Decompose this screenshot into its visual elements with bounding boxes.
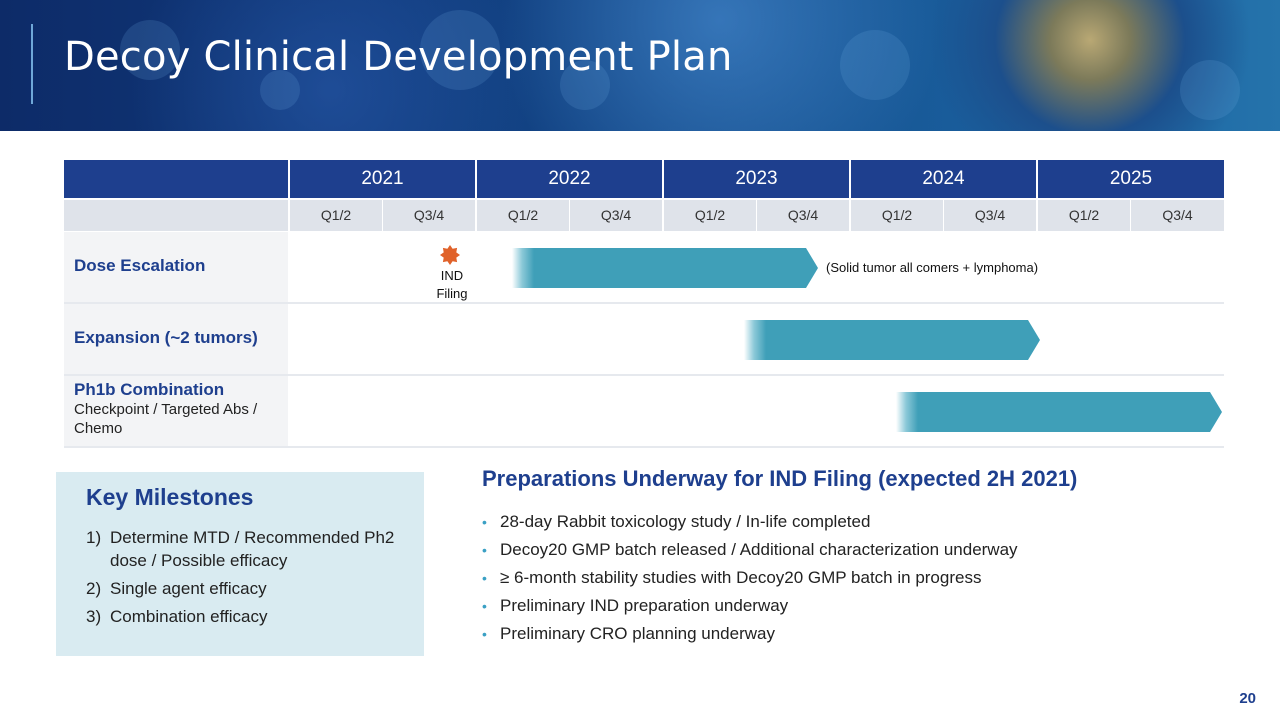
bullet-icon: • (482, 626, 487, 642)
gantt-row-dose-escalation: Dose Escalation IND Filing (Solid tumor … (64, 232, 1224, 304)
quarter-cell: Q1/2 (849, 200, 943, 231)
item-text: 28-day Rabbit toxicology study / In-life… (500, 512, 871, 531)
quarter-cell: Q3/4 (1130, 200, 1224, 231)
list-item: • Decoy20 GMP batch released / Additional… (482, 538, 1018, 566)
page-number: 20 (1239, 690, 1256, 707)
bullet-icon: • (482, 542, 487, 558)
quarter-cell: Q3/4 (943, 200, 1036, 231)
year-2024: 2024 (849, 160, 1036, 198)
quarter-cell: Q1/2 (662, 200, 756, 231)
gantt-bar-ph1b-combination (896, 392, 1222, 432)
quarter-cell: Q1/2 (1036, 200, 1130, 231)
list-item: 1) Determine MTD / Recommended Ph2 dose … (86, 526, 416, 572)
gantt-bar-expansion (744, 320, 1040, 360)
gantt-row-expansion: Expansion (~2 tumors) (64, 304, 1224, 376)
item-number: 2) (86, 579, 102, 598)
gantt-row-ph1b-combination: Ph1b Combination Checkpoint / Targeted A… (64, 376, 1224, 448)
year-2023: 2023 (662, 160, 849, 198)
bullet-icon: • (482, 570, 487, 586)
list-item: • 28-day Rabbit toxicology study / In-lif… (482, 510, 1018, 538)
list-item: • Preliminary IND preparation underway (482, 594, 1018, 622)
item-text: Combination efficacy (110, 607, 268, 626)
quarter-cell: Q1/2 (288, 200, 382, 231)
ind-filing-label: IND Filing (422, 267, 482, 303)
year-2025: 2025 (1036, 160, 1224, 198)
list-item: • Preliminary CRO planning underway (482, 622, 1018, 650)
title-banner: Decoy Clinical Development Plan (0, 0, 1280, 131)
key-milestones-title: Key Milestones (86, 484, 254, 510)
bullet-icon: • (482, 514, 487, 530)
preparations-title: Preparations Underway for IND Filing (ex… (482, 466, 1078, 491)
year-header-row: 2021 2022 2023 2024 2025 (64, 160, 1224, 198)
page-title: Decoy Clinical Development Plan (64, 34, 733, 80)
item-text: Preliminary CRO planning underway (500, 624, 775, 643)
key-milestones-list: 1) Determine MTD / Recommended Ph2 dose … (86, 526, 416, 633)
list-item: 3) Combination efficacy (86, 605, 416, 628)
quarter-header-row: Q1/2 Q3/4 Q1/2 Q3/4 Q1/2 Q3/4 Q1/2 Q3/4 … (64, 200, 1224, 231)
quarter-cell: Q3/4 (569, 200, 662, 231)
item-number: 3) (86, 607, 102, 626)
list-item: • ≥ 6-month stability studies with Decoy2… (482, 566, 1018, 594)
bullet-icon: • (482, 598, 487, 614)
dose-escalation-note: (Solid tumor all comers + lymphoma) (826, 260, 1039, 275)
quarter-cell: Q3/4 (382, 200, 475, 231)
row-label: Ph1b Combination (74, 380, 225, 399)
year-2022: 2022 (475, 160, 662, 198)
row-label: Expansion (~2 tumors) (74, 328, 258, 347)
quarter-cell: Q1/2 (475, 200, 569, 231)
list-item: 2) Single agent efficacy (86, 577, 416, 600)
year-2021: 2021 (288, 160, 475, 198)
ind-label-line1: IND (440, 268, 464, 283)
ind-label-line2: Filing (436, 286, 468, 301)
item-text: Preliminary IND preparation underway (500, 596, 789, 615)
item-text: Decoy20 GMP batch released / Additional … (500, 540, 1018, 559)
row-label-cell: Expansion (~2 tumors) (64, 304, 288, 374)
gantt-bar-dose-escalation (512, 248, 818, 288)
title-accent-bar (31, 24, 33, 104)
row-sublabel: Checkpoint / Targeted Abs / Chemo (74, 401, 258, 437)
key-milestones-box: Key Milestones 1) Determine MTD / Recomm… (56, 472, 424, 656)
ind-filing-milestone-icon (440, 245, 460, 265)
quarter-cell: Q3/4 (756, 200, 849, 231)
item-text: ≥ 6-month stability studies with Decoy20… (500, 568, 982, 587)
row-label-cell: Dose Escalation (64, 232, 288, 302)
item-number: 1) (86, 528, 102, 547)
row-label: Dose Escalation (74, 256, 206, 275)
row-label-cell: Ph1b Combination Checkpoint / Targeted A… (64, 376, 288, 446)
preparations-list: • 28-day Rabbit toxicology study / In-lif… (482, 510, 1018, 650)
item-text: Single agent efficacy (110, 579, 267, 598)
item-text: Determine MTD / Recommended Ph2 dose / P… (110, 528, 395, 570)
